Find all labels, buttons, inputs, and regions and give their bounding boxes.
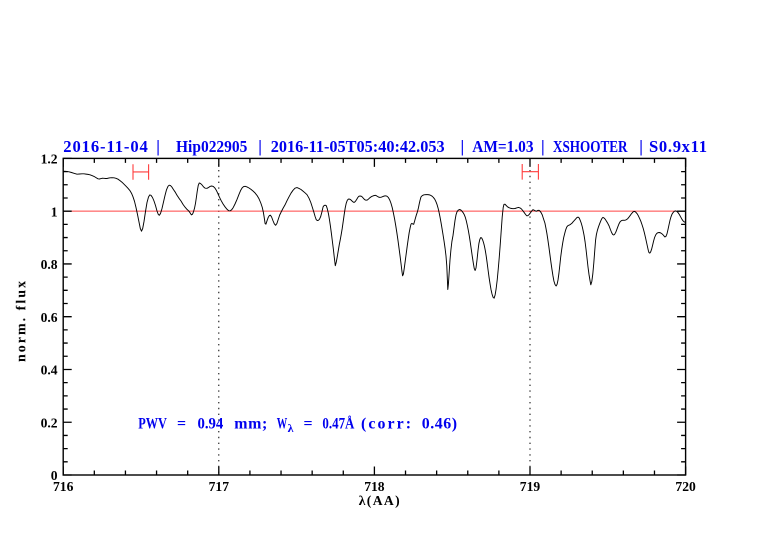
svg-text:2016-11-04: 2016-11-04 [63, 137, 148, 156]
svg-text:λ: λ [288, 421, 294, 435]
svg-text:|: | [541, 137, 545, 156]
svg-text:2016-11-05T05:40:42.053: 2016-11-05T05:40:42.053 [271, 137, 445, 156]
svg-text:719: 719 [520, 479, 541, 494]
svg-text:XSHOOTER: XSHOOTER [553, 137, 628, 156]
svg-text:λ(AA): λ(AA) [359, 493, 400, 509]
svg-text:PWV: PWV [138, 415, 167, 432]
svg-text:W: W [277, 415, 288, 432]
svg-text:0.8: 0.8 [41, 257, 58, 272]
svg-text:0.4: 0.4 [41, 363, 58, 378]
svg-text:0.94: 0.94 [198, 415, 224, 432]
svg-text:0.46): 0.46) [422, 415, 457, 432]
svg-text:716: 716 [53, 479, 74, 494]
svg-text:AM=1.03: AM=1.03 [472, 137, 533, 156]
svg-text:=: = [304, 415, 313, 432]
svg-text:1.2: 1.2 [41, 152, 58, 167]
svg-text:|: | [258, 137, 262, 156]
svg-text:717: 717 [209, 479, 230, 494]
svg-text:S0.9x11: S0.9x11 [649, 137, 707, 156]
svg-text:Hip022905: Hip022905 [176, 137, 247, 156]
svg-text:norm. flux: norm. flux [14, 281, 29, 362]
svg-text:0.2: 0.2 [41, 415, 58, 430]
svg-text:0.6: 0.6 [41, 310, 58, 325]
svg-text:718: 718 [364, 479, 385, 494]
svg-text:720: 720 [675, 479, 696, 494]
svg-text:0: 0 [51, 468, 58, 483]
svg-text:|: | [639, 137, 643, 156]
svg-text:1: 1 [51, 204, 58, 219]
svg-text:|: | [156, 137, 160, 156]
svg-text:|: | [461, 137, 465, 156]
svg-text:=: = [177, 415, 186, 432]
svg-text:0.47Å: 0.47Å [322, 414, 354, 432]
svg-text:mm;: mm; [234, 415, 267, 432]
